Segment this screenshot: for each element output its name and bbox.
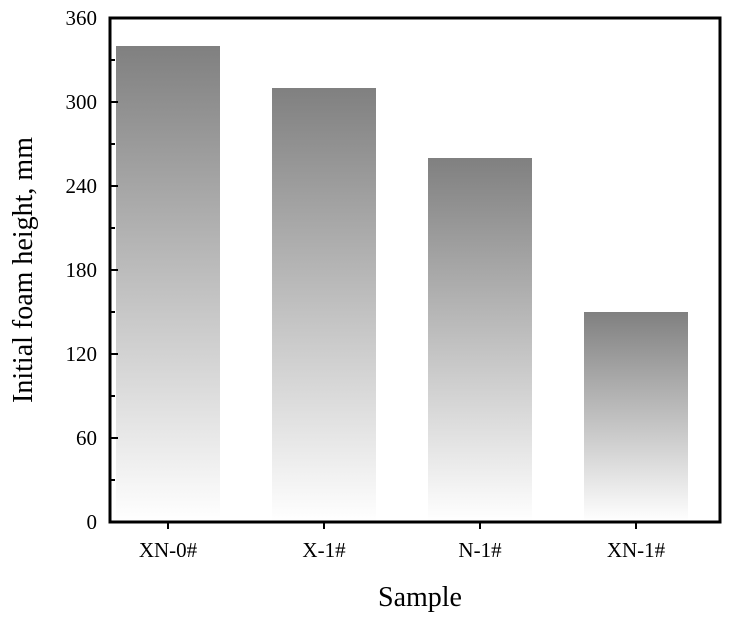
bar-N-1# <box>428 158 532 522</box>
x-tick-label: X-1# <box>302 538 346 562</box>
x-tick-label: N-1# <box>458 538 502 562</box>
y-axis-title: Initial foam height, mm <box>8 137 39 403</box>
y-tick-label: 360 <box>66 6 98 30</box>
y-tick-label: 240 <box>66 174 98 198</box>
x-tick-label: XN-1# <box>607 538 666 562</box>
bar-XN-1# <box>584 312 688 522</box>
y-tick-label: 300 <box>66 90 98 114</box>
bar-XN-0# <box>116 46 220 522</box>
x-axis-title: Sample <box>378 582 462 613</box>
bar-X-1# <box>272 88 376 522</box>
y-tick-label: 120 <box>66 342 98 366</box>
x-tick-label: XN-0# <box>139 538 198 562</box>
y-tick-label: 60 <box>76 426 97 450</box>
bars-group <box>116 46 688 522</box>
x-axis: XN-0# X-1# N-1# XN-1# <box>139 522 666 562</box>
y-tick-label: 0 <box>87 510 98 534</box>
y-axis: 0 60 120 180 240 300 360 <box>66 6 118 534</box>
y-tick-label: 180 <box>66 258 98 282</box>
